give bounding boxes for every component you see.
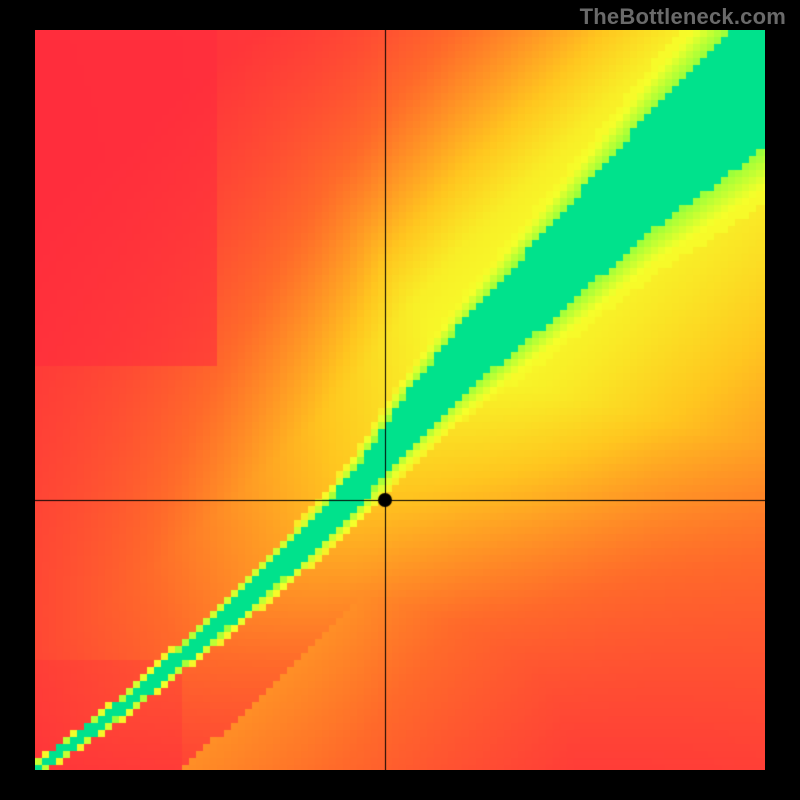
heatmap-canvas [35, 30, 765, 770]
bottleneck-heatmap [35, 30, 765, 770]
watermark-text: TheBottleneck.com [580, 4, 786, 30]
